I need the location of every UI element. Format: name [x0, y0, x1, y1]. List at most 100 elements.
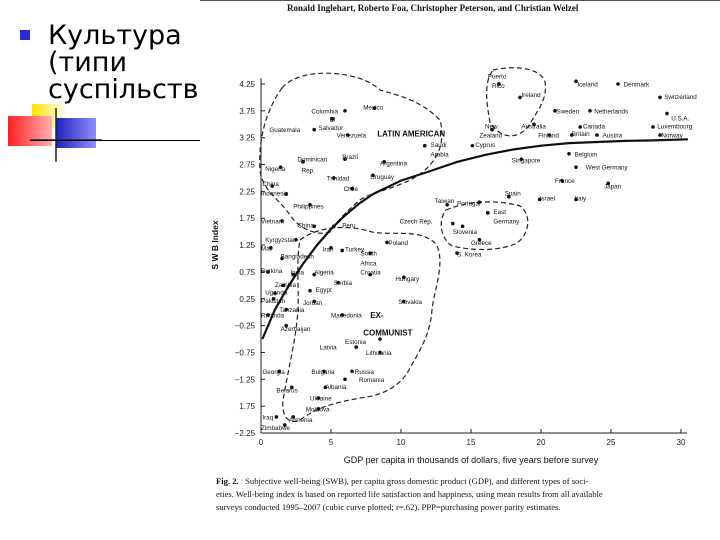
title-underline	[30, 140, 200, 141]
point-labels: Puerto Rico Iceland Denmark Ireland Switzerla…	[261, 73, 697, 432]
data-point	[477, 237, 482, 242]
data-point	[343, 157, 347, 161]
point-label: Uganda	[265, 289, 288, 296]
data-point	[486, 211, 490, 215]
point-label: Bangladesh	[281, 253, 315, 260]
data-point	[368, 272, 373, 277]
data-point	[332, 176, 336, 180]
point-label: Indonesia	[261, 190, 289, 197]
point-label: East	[493, 209, 506, 216]
data-point	[343, 377, 347, 382]
point-label: Burkina	[261, 268, 283, 275]
point-label: Algeria	[314, 269, 334, 276]
point-label: Egypt	[316, 287, 332, 294]
point-label: Dominican	[297, 157, 327, 164]
point-label: Norway	[661, 133, 683, 140]
point-label: Georgia	[262, 369, 285, 376]
point-label: Puerto	[488, 73, 507, 80]
data-point	[280, 256, 284, 261]
point-label: Brazil	[342, 154, 358, 161]
x-tick-label: 30	[677, 438, 686, 447]
point-label: Colombia	[311, 108, 338, 115]
chart-axes	[260, 78, 687, 434]
point-label: Spain	[505, 190, 522, 197]
point-label: S. Korea	[457, 252, 482, 259]
point-label: Taiwan	[435, 198, 455, 205]
data-point	[354, 345, 359, 349]
data-point	[329, 245, 333, 250]
data-point	[266, 313, 270, 317]
region-label: EX-	[370, 311, 384, 320]
point-label: Kyrgyzstan	[265, 237, 297, 244]
point-label: Italy	[575, 195, 587, 202]
data-point	[290, 385, 294, 390]
point-label: Guatemala	[269, 127, 300, 134]
caption-line-1: Fig. 2. Subjective well-being (SWB), per…	[216, 475, 711, 488]
slide-title: Культура (типи суспільств	[48, 22, 200, 132]
data-point	[280, 219, 284, 223]
point-label: Mali	[261, 245, 273, 252]
data-point	[294, 237, 298, 242]
data-point	[322, 369, 326, 374]
caption-line-3: surveys conducted 1995–2007 (cubic curve…	[216, 502, 561, 512]
data-point	[547, 133, 552, 137]
point-label: Croatia	[360, 269, 381, 276]
point-label: Chile	[344, 186, 359, 193]
point-label: Macedonia	[331, 312, 362, 319]
data-point	[330, 117, 335, 121]
data-point	[658, 95, 662, 100]
data-point	[336, 280, 340, 285]
region-label: LATIN AMERICAN	[377, 129, 445, 138]
point-label: Armenia	[289, 417, 313, 424]
data-point	[490, 127, 494, 132]
data-point	[269, 245, 273, 250]
point-label: Jordan	[303, 300, 323, 307]
decorative-blocks-icon	[8, 104, 102, 162]
data-point	[308, 288, 312, 293]
y-tick-label: −1.25	[235, 375, 256, 384]
point-label: Turkey	[345, 246, 365, 253]
y-axis-label: S W B Index	[210, 220, 220, 269]
point-label: China	[297, 223, 314, 230]
slide-title-line-3: суспільств	[48, 74, 199, 105]
bullet-square	[20, 30, 30, 40]
data-point	[537, 197, 542, 202]
data-point	[271, 296, 276, 301]
point-label: Iraq	[262, 414, 273, 421]
x-tick-label: 5	[329, 438, 334, 447]
data-point	[507, 194, 511, 199]
data-point	[651, 125, 655, 129]
data-point	[284, 192, 289, 196]
data-point	[570, 133, 574, 137]
data-point	[445, 203, 450, 207]
x-axis-label: GDP per capita in thousands of dollars, …	[344, 455, 599, 465]
x-tick-label: 10	[397, 438, 406, 447]
region-label: COMMUNIST	[363, 329, 412, 338]
point-label: Zealand	[479, 133, 502, 140]
data-point	[274, 415, 279, 419]
y-tick-label: 0.25	[239, 295, 255, 304]
point-label: Denmark	[624, 82, 650, 89]
point-label: Pakistan	[261, 298, 286, 305]
point-label: Germany	[493, 218, 520, 225]
point-label: Saudi	[430, 142, 446, 149]
data-point	[497, 82, 501, 86]
fitted-curve-group	[261, 138, 689, 340]
y-tick-label: −0.75	[235, 348, 256, 357]
data-point	[312, 299, 317, 304]
point-label: Romania	[359, 377, 385, 384]
caption-figure-number: Fig. 2.	[216, 476, 239, 486]
point-label: Slovenia	[453, 229, 478, 236]
data-point	[283, 423, 287, 427]
caption-line-2: eties. Well-being index is based on repo…	[216, 489, 603, 499]
y-tick-label: 1.75	[239, 402, 255, 411]
point-label: Zambia	[275, 282, 296, 289]
y-tick-label: 3.25	[239, 134, 255, 143]
point-label: Cyprus	[475, 142, 495, 149]
data-point	[266, 270, 270, 274]
data-point	[291, 272, 296, 277]
point-label: China	[262, 181, 279, 188]
point-label: South	[360, 251, 377, 258]
y-tick-label: 4.25	[239, 80, 255, 89]
data-point	[277, 369, 282, 374]
